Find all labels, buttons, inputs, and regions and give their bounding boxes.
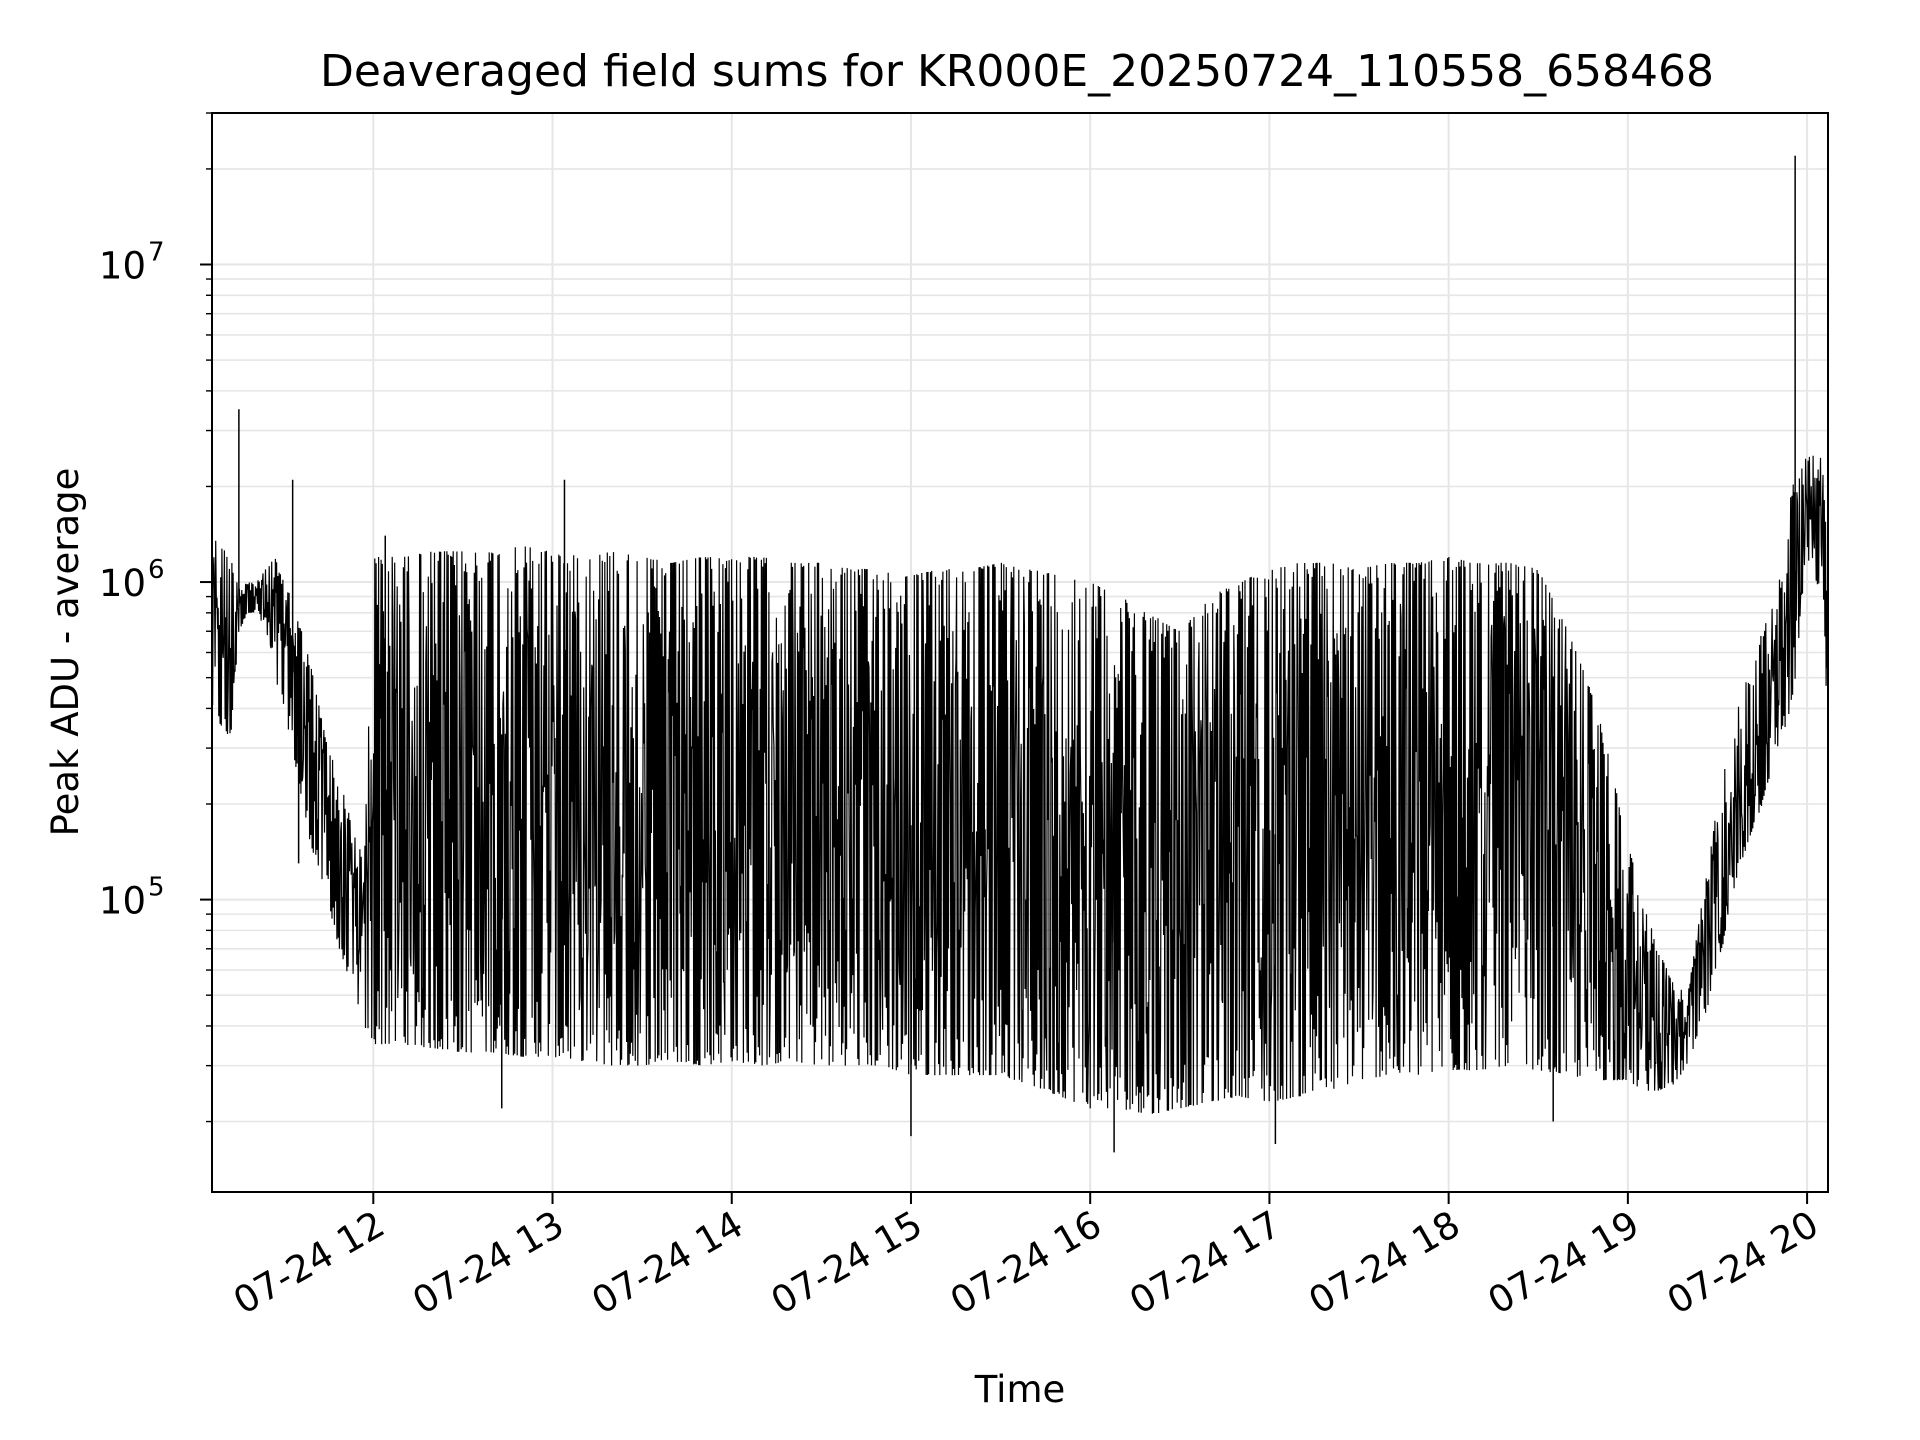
y-tick-exponent: 5 (148, 873, 165, 903)
chart-title: Deaveraged field sums for KR000E_2025072… (320, 46, 1714, 97)
y-tick-label: 10 (99, 562, 146, 605)
x-axis-label: Time (974, 1368, 1066, 1411)
y-tick-label: 10 (99, 880, 146, 923)
y-tick-exponent: 7 (148, 238, 165, 268)
data-series (211, 155, 1829, 1153)
series-line (211, 455, 1829, 1114)
y-axis-label: Peak ADU - average (44, 468, 87, 837)
y-tick-label: 10 (99, 245, 146, 288)
y-tick-exponent: 6 (148, 555, 165, 585)
